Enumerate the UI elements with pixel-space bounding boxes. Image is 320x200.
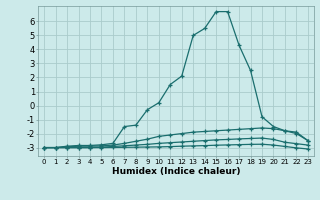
X-axis label: Humidex (Indice chaleur): Humidex (Indice chaleur) (112, 167, 240, 176)
